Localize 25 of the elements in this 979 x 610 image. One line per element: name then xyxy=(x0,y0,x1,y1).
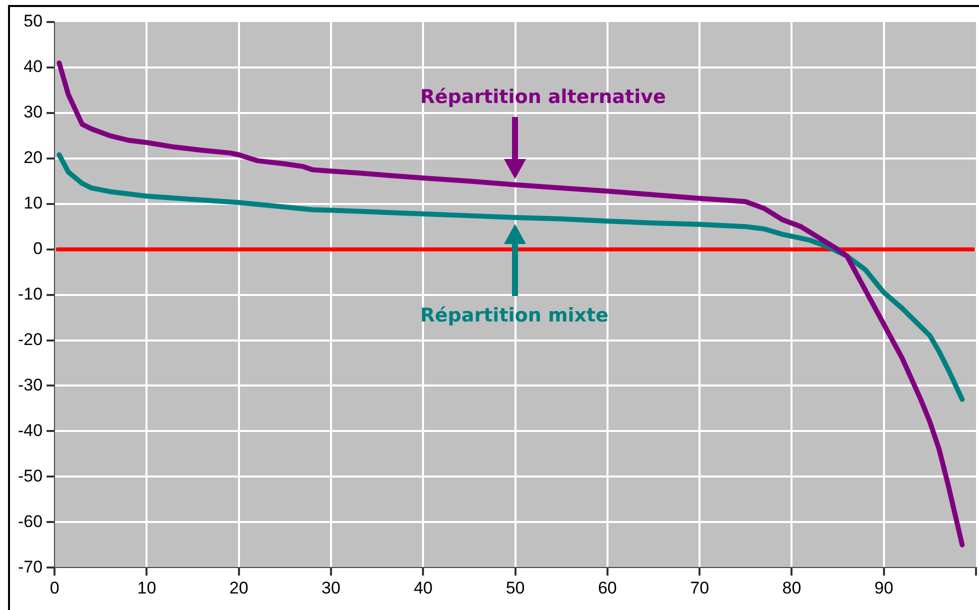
y-tick-label: 30 xyxy=(24,102,43,122)
x-tick-label: 0 xyxy=(50,578,60,598)
text: Répartition mixte xyxy=(420,304,609,327)
x-tick-label: 20 xyxy=(229,578,248,598)
x-tick-label: 60 xyxy=(598,578,617,598)
text: Répartition alternative xyxy=(420,86,666,108)
x-tick-label: 50 xyxy=(506,578,525,598)
x-tick-label: 10 xyxy=(137,578,156,598)
y-tick-label: 0 xyxy=(33,239,43,258)
y-tick-label: -30 xyxy=(18,375,43,394)
y-tick-label: 10 xyxy=(24,194,43,213)
y-tick-label: -20 xyxy=(18,330,43,349)
y-tick-label: 20 xyxy=(24,148,43,168)
y-tick-label: 50 xyxy=(24,12,43,31)
y-tick-label: -40 xyxy=(18,420,43,440)
y-tick-label: -10 xyxy=(18,284,43,304)
y-tick-label: 40 xyxy=(24,57,43,76)
y-tick-label: -60 xyxy=(18,512,43,531)
y-tick-label: -50 xyxy=(18,466,43,486)
x-tick-label: 70 xyxy=(690,578,710,598)
x-tick-label: 30 xyxy=(322,578,340,598)
x-tick-label: 40 xyxy=(414,578,433,598)
y-tick-label: -70 xyxy=(18,557,43,576)
x-tick-label: 80 xyxy=(782,578,802,598)
x-tick-label: 90 xyxy=(874,578,894,598)
